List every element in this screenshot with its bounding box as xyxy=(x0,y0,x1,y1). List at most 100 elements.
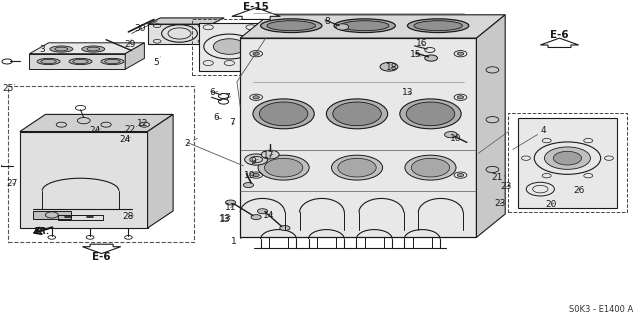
Circle shape xyxy=(425,55,438,61)
Text: 13: 13 xyxy=(220,213,231,223)
Ellipse shape xyxy=(414,21,463,31)
Circle shape xyxy=(458,52,464,55)
Circle shape xyxy=(326,99,388,129)
Polygon shape xyxy=(240,15,505,38)
Ellipse shape xyxy=(82,46,105,52)
Text: 6: 6 xyxy=(210,88,216,97)
Circle shape xyxy=(280,226,290,231)
Text: 8: 8 xyxy=(324,17,330,26)
Circle shape xyxy=(244,154,268,165)
Circle shape xyxy=(545,147,591,169)
Circle shape xyxy=(261,150,279,159)
Text: E-6: E-6 xyxy=(92,252,111,262)
Circle shape xyxy=(253,99,314,129)
Text: 21: 21 xyxy=(492,173,503,182)
Text: 19: 19 xyxy=(244,171,255,180)
Polygon shape xyxy=(83,244,121,254)
Text: 26: 26 xyxy=(573,186,584,195)
Text: 11: 11 xyxy=(225,203,236,212)
Circle shape xyxy=(225,200,236,205)
Text: 1: 1 xyxy=(231,237,237,246)
Circle shape xyxy=(251,215,261,219)
Polygon shape xyxy=(518,117,617,208)
Text: 27: 27 xyxy=(6,179,18,188)
Ellipse shape xyxy=(260,19,322,33)
Circle shape xyxy=(458,174,464,177)
Ellipse shape xyxy=(267,21,316,31)
Bar xyxy=(8,86,193,242)
Circle shape xyxy=(264,158,303,177)
Text: 15: 15 xyxy=(410,50,422,59)
Text: 13: 13 xyxy=(403,88,414,97)
Polygon shape xyxy=(540,38,579,48)
Polygon shape xyxy=(232,8,280,19)
Circle shape xyxy=(213,39,245,54)
Circle shape xyxy=(253,96,259,99)
Circle shape xyxy=(258,155,309,180)
Ellipse shape xyxy=(408,19,468,33)
Circle shape xyxy=(253,174,259,177)
Circle shape xyxy=(406,102,455,126)
Circle shape xyxy=(445,131,458,138)
Text: 30: 30 xyxy=(134,24,146,33)
Text: 25: 25 xyxy=(3,84,14,93)
Text: 24: 24 xyxy=(120,135,131,144)
Text: 3: 3 xyxy=(39,46,45,55)
Circle shape xyxy=(336,24,349,30)
Text: 18: 18 xyxy=(386,63,397,72)
Text: E-15: E-15 xyxy=(243,2,269,12)
Text: 10: 10 xyxy=(450,134,461,143)
Polygon shape xyxy=(240,38,476,237)
Ellipse shape xyxy=(69,58,92,65)
Bar xyxy=(58,215,103,220)
Text: E-6: E-6 xyxy=(550,30,569,40)
Text: 22: 22 xyxy=(124,124,135,134)
Circle shape xyxy=(554,151,582,165)
Text: S0K3 - E1400 A: S0K3 - E1400 A xyxy=(569,305,633,314)
Circle shape xyxy=(338,158,376,177)
Bar xyxy=(192,19,269,76)
Text: 12: 12 xyxy=(137,119,148,128)
Ellipse shape xyxy=(37,58,60,65)
Text: 16: 16 xyxy=(417,39,428,48)
Circle shape xyxy=(243,182,253,188)
Text: 2: 2 xyxy=(184,139,190,148)
Polygon shape xyxy=(148,115,173,228)
Polygon shape xyxy=(148,18,224,24)
Text: 13: 13 xyxy=(218,215,230,224)
Text: 23: 23 xyxy=(495,199,506,208)
Polygon shape xyxy=(20,131,148,228)
Text: 20: 20 xyxy=(545,200,557,209)
Text: 23: 23 xyxy=(500,182,512,191)
Text: 28: 28 xyxy=(123,212,134,221)
Circle shape xyxy=(405,155,456,180)
Circle shape xyxy=(332,155,383,180)
Circle shape xyxy=(259,102,308,126)
Circle shape xyxy=(257,209,268,214)
Text: 5: 5 xyxy=(153,58,159,67)
Text: 4: 4 xyxy=(541,126,547,135)
Bar xyxy=(33,211,71,219)
Circle shape xyxy=(333,102,381,126)
Text: 7: 7 xyxy=(229,118,235,127)
Text: 17: 17 xyxy=(263,151,275,160)
Circle shape xyxy=(412,158,450,177)
Ellipse shape xyxy=(50,46,73,52)
Text: 7: 7 xyxy=(225,93,230,102)
Polygon shape xyxy=(29,54,125,69)
Polygon shape xyxy=(198,23,259,71)
Polygon shape xyxy=(125,43,145,69)
Circle shape xyxy=(380,63,398,71)
Polygon shape xyxy=(476,15,505,237)
Ellipse shape xyxy=(101,58,124,65)
Circle shape xyxy=(253,52,259,55)
Text: 9: 9 xyxy=(250,157,256,166)
Text: 6: 6 xyxy=(214,113,220,122)
Text: 24: 24 xyxy=(90,126,101,135)
Bar xyxy=(508,113,627,212)
Text: 29: 29 xyxy=(124,40,136,49)
Circle shape xyxy=(458,96,464,99)
Text: 14: 14 xyxy=(263,211,275,220)
Ellipse shape xyxy=(334,19,396,33)
Polygon shape xyxy=(148,24,211,44)
